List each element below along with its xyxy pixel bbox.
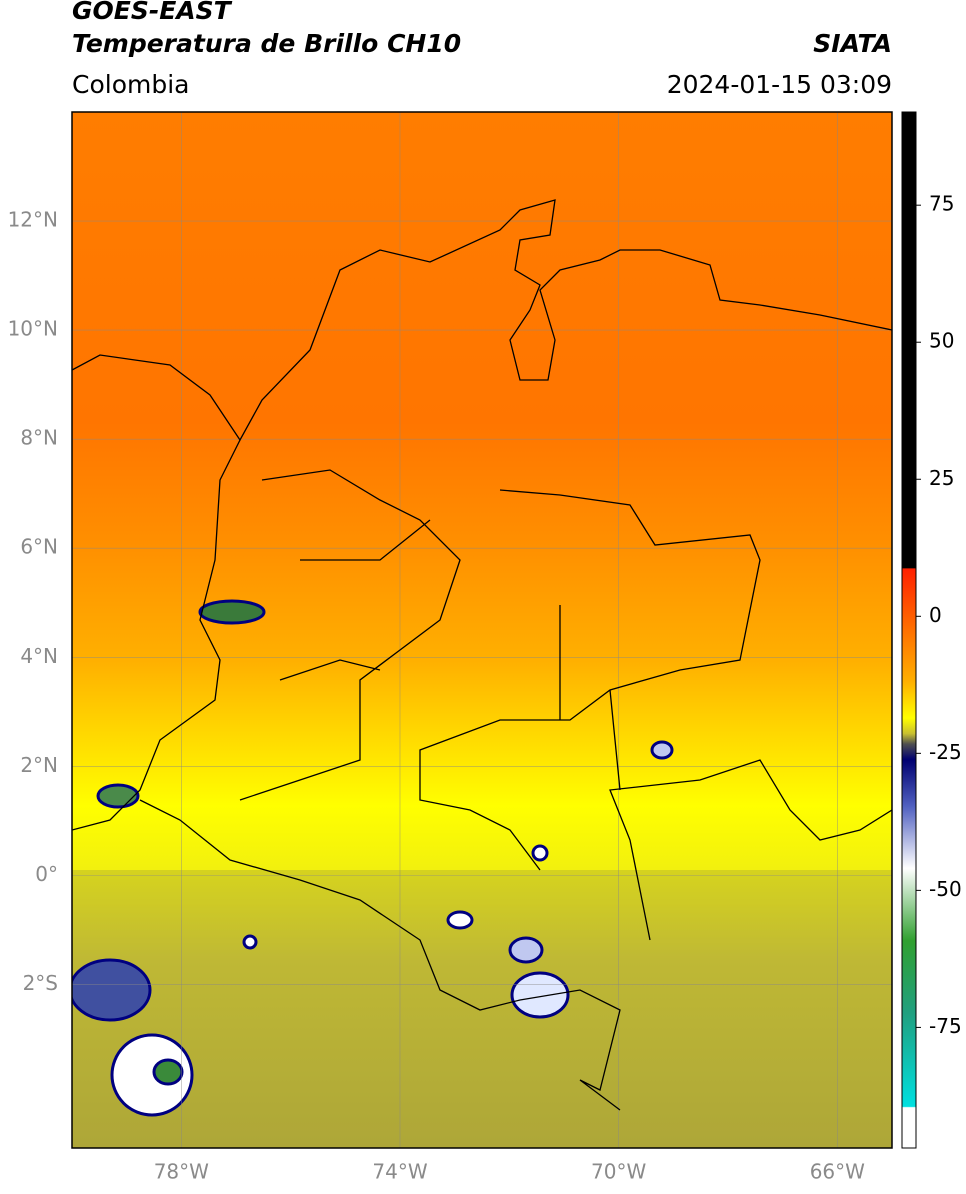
colorbar-tick-label: -75	[929, 1014, 962, 1038]
colorbar-tick-label: 0	[929, 603, 942, 627]
grid	[72, 112, 892, 1148]
map-frame	[71, 111, 893, 1149]
map-image	[72, 112, 892, 1148]
lon-tick-label: 66°W	[810, 1160, 865, 1184]
lat-tick-label: 6°N	[20, 535, 58, 559]
lon-tick-label: 70°W	[591, 1160, 646, 1184]
lat-tick-label: 12°N	[8, 208, 58, 232]
datetime: 2024-01-15 03:09	[667, 70, 892, 99]
colorbar-tick-label: 75	[929, 192, 954, 216]
colorbar-tick-label: 50	[929, 329, 954, 353]
lat-tick-label: 2°S	[23, 971, 58, 995]
boundaries	[72, 199, 892, 1111]
lat-tick-label: 0°	[35, 862, 58, 886]
lat-tick-label: 4°N	[20, 644, 58, 668]
lat-tick-label: 8°N	[20, 426, 58, 450]
lat-tick-label: 10°N	[8, 317, 58, 341]
colorbar-tick-label: -25	[929, 740, 962, 764]
map	[72, 112, 892, 1148]
colorbar	[901, 111, 917, 1149]
lon-tick-label: 78°W	[154, 1160, 209, 1184]
lon-tick-label: 74°W	[372, 1160, 427, 1184]
title: GOES-EAST	[72, 0, 233, 25]
ticks: 12°N 10°N 8°N 6°N 4°N 2°N 0° 2°S 78°W 74°W 70°W 66°…	[8, 192, 962, 1184]
lat-tick-label: 2°N	[20, 753, 58, 777]
colorbar-tick-label: 25	[929, 466, 954, 490]
region: Colombia	[72, 70, 189, 99]
source: SIATA	[813, 29, 892, 58]
convective-cells	[72, 599, 674, 1117]
colorbar-tick-label: -50	[929, 877, 962, 901]
subtitle: Temperatura de Brillo CH10	[72, 29, 461, 58]
